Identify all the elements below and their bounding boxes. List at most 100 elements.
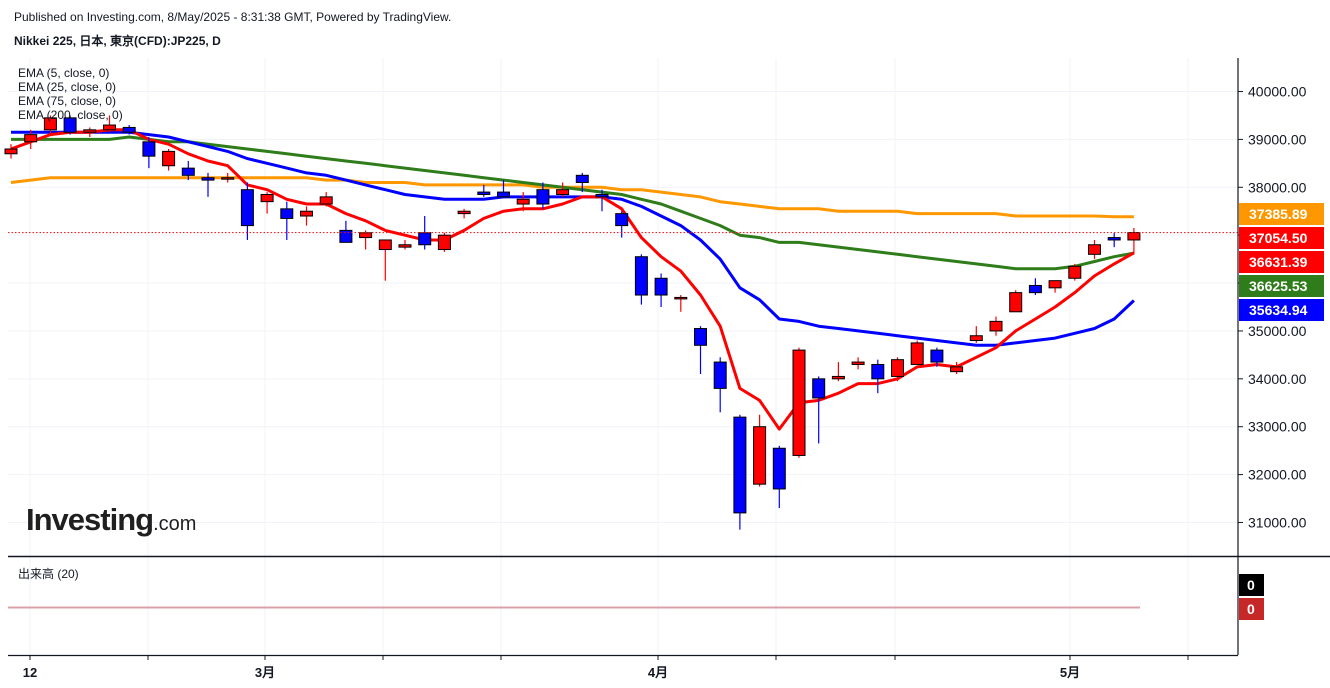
- price-badge-label: 37385.89: [1249, 206, 1308, 222]
- candle-body[interactable]: [24, 134, 38, 143]
- volume-pane[interactable]: 出来高 (20) 0 0: [8, 566, 1264, 620]
- candle-body[interactable]: [201, 177, 215, 181]
- candle-body[interactable]: [910, 342, 924, 365]
- price-badge: [1239, 203, 1324, 225]
- candle-body[interactable]: [930, 349, 944, 363]
- candle-body[interactable]: [477, 191, 491, 195]
- volume-label[interactable]: 出来高 (20): [18, 566, 79, 581]
- y-tick-label: 32000.00: [1248, 467, 1307, 483]
- candle-body[interactable]: [871, 363, 885, 380]
- candle-body[interactable]: [437, 234, 451, 251]
- candle-body[interactable]: [280, 208, 294, 219]
- candle-body[interactable]: [319, 196, 333, 205]
- y-tick-label: 35000.00: [1248, 323, 1307, 339]
- candle-body[interactable]: [674, 296, 688, 300]
- legend-entry[interactable]: EMA (75, close, 0): [18, 94, 116, 108]
- candle-body[interactable]: [694, 328, 707, 346]
- candle-body[interactable]: [516, 198, 530, 205]
- candle-body[interactable]: [891, 359, 904, 377]
- volume-badge: [1239, 574, 1264, 596]
- candle-body[interactable]: [378, 239, 392, 251]
- price-badges: 37385.89 37054.50 36631.39 36625.53 35634.94: [1239, 203, 1324, 321]
- candle-body[interactable]: [142, 141, 156, 157]
- ema-line-0: [10, 128, 1135, 431]
- candle-body[interactable]: [43, 117, 57, 131]
- candle-body[interactable]: [103, 124, 116, 131]
- candle-body[interactable]: [851, 361, 865, 365]
- candle-body[interactable]: [221, 177, 235, 180]
- candle-body[interactable]: [634, 256, 648, 296]
- volume-badge-label: 0: [1247, 601, 1255, 617]
- y-tick-label: 34000.00: [1248, 371, 1307, 387]
- candle-body[interactable]: [595, 193, 609, 198]
- candle-body[interactable]: [753, 426, 767, 485]
- chart-grid: [8, 58, 1238, 655]
- volume-badge-label: 0: [1247, 577, 1255, 593]
- instrument-title[interactable]: Nikkei 225, 日本, 東京(CFD):JP225, D: [14, 34, 221, 48]
- candle-body[interactable]: [772, 447, 786, 490]
- ema-lines: [10, 128, 1135, 431]
- candle-body[interactable]: [339, 229, 353, 243]
- candle-body[interactable]: [792, 349, 806, 456]
- volume-badge: [1239, 598, 1264, 620]
- candle-body[interactable]: [950, 366, 964, 373]
- y-tick-label: 39000.00: [1248, 131, 1307, 147]
- candle-body[interactable]: [831, 375, 845, 380]
- candle-body[interactable]: [654, 277, 668, 296]
- legend-entry[interactable]: EMA (200, close, 0): [18, 108, 123, 122]
- candle-body[interactable]: [1048, 280, 1062, 289]
- candle-body[interactable]: [713, 361, 727, 389]
- candle-body[interactable]: [418, 232, 432, 246]
- candle-body[interactable]: [359, 232, 373, 239]
- candle-body[interactable]: [575, 174, 589, 183]
- candle-body[interactable]: [556, 189, 570, 195]
- candle-body[interactable]: [4, 148, 18, 155]
- candle-body[interactable]: [83, 129, 97, 133]
- candle-body[interactable]: [300, 210, 313, 217]
- candle-body[interactable]: [615, 213, 629, 227]
- ema-line-2: [11, 135, 1135, 271]
- ema-legend[interactable]: EMA (5, close, 0)EMA (25, close, 0)EMA (…: [18, 66, 123, 122]
- candle-body[interactable]: [497, 191, 510, 198]
- price-badge: [1239, 251, 1324, 273]
- candle-body[interactable]: [969, 335, 983, 342]
- candle-body[interactable]: [1009, 292, 1023, 313]
- candle-body[interactable]: [1107, 237, 1121, 241]
- price-badge-label: 36625.53: [1249, 278, 1308, 294]
- y-tick-label: 31000.00: [1248, 514, 1307, 530]
- logo-main-text: Investing: [26, 502, 154, 537]
- candle-body[interactable]: [162, 150, 176, 167]
- price-badge: [1239, 275, 1324, 297]
- candle-body[interactable]: [989, 320, 1003, 332]
- legend-entry[interactable]: EMA (25, close, 0): [18, 80, 116, 94]
- y-tick-label: 33000.00: [1248, 419, 1307, 435]
- candle-body[interactable]: [122, 126, 136, 133]
- candle-body[interactable]: [1127, 232, 1141, 241]
- legend-entry[interactable]: EMA (5, close, 0): [18, 66, 109, 80]
- candle-body[interactable]: [1088, 244, 1101, 255]
- candle-body[interactable]: [63, 117, 77, 133]
- logo-suffix-text: .com: [153, 513, 197, 535]
- ema-line-1: [11, 130, 1135, 347]
- candle-body[interactable]: [1068, 265, 1082, 279]
- price-badge-label: 35634.94: [1249, 302, 1308, 318]
- candle-body[interactable]: [733, 416, 747, 514]
- candle-body[interactable]: [398, 244, 412, 248]
- price-badge: [1239, 227, 1324, 249]
- investing-logo: Investing.com: [26, 502, 196, 538]
- y-tick-label: 40000.00: [1248, 84, 1307, 100]
- candle-body[interactable]: [812, 378, 826, 399]
- candles[interactable]: [4, 115, 1141, 530]
- x-tick-label: 4月: [648, 665, 668, 680]
- published-note: Published on Investing.com, 8/May/2025 -…: [14, 10, 452, 24]
- candle-body[interactable]: [260, 193, 274, 203]
- candle-body[interactable]: [536, 189, 550, 205]
- x-tick-label: 12: [23, 665, 37, 680]
- price-badge-label: 36631.39: [1249, 254, 1308, 270]
- candle-body[interactable]: [240, 189, 254, 227]
- candle-body[interactable]: [457, 210, 471, 215]
- axes: 31000.00 32000.00 33000.00 34000.00 35000.00…: [8, 58, 1330, 680]
- candle-body[interactable]: [1028, 284, 1042, 294]
- candle-body[interactable]: [181, 167, 195, 176]
